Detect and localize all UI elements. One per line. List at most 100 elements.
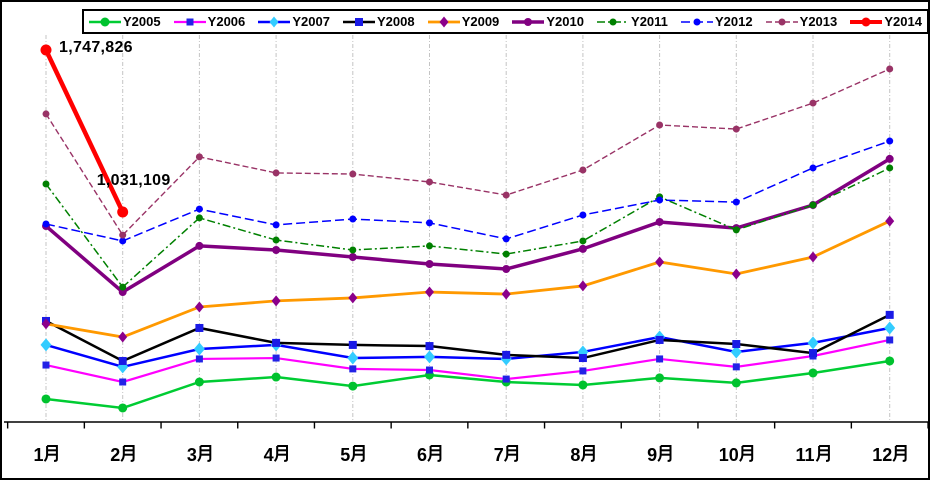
- marker-y2006: [272, 354, 280, 362]
- legend-item-y2013: Y2013: [765, 14, 837, 29]
- legend-swatch-y2009-icon: [427, 16, 460, 27]
- marker-y2007: [884, 321, 896, 335]
- marker-y2010: [425, 260, 434, 269]
- legend-swatch-y2011-icon: [597, 18, 630, 25]
- legend-item-y2012: Y2012: [680, 14, 753, 29]
- data-label-y2014-m2: 1,031,109: [96, 171, 171, 189]
- marker-y2006: [42, 361, 50, 369]
- marker-y2008: [348, 340, 357, 349]
- marker-y2011: [42, 180, 50, 188]
- marker-y2005: [578, 380, 588, 390]
- marker-y2010: [578, 244, 587, 253]
- marker-y2012: [272, 221, 280, 229]
- legend-marker: [100, 17, 110, 26]
- marker-y2013: [886, 65, 894, 73]
- marker-y2012: [732, 198, 740, 206]
- x-axis-label: 6: [417, 445, 427, 465]
- series-line-y2007: [45, 326, 890, 369]
- legend-item-y2009: Y2009: [427, 14, 500, 29]
- marker-y2010: [655, 217, 664, 226]
- marker-y2009: [41, 318, 51, 330]
- marker-y2013: [502, 191, 510, 199]
- legend-swatch-y2006-icon: [173, 18, 206, 25]
- marker-y2006: [579, 367, 587, 375]
- marker-y2009: [118, 331, 128, 343]
- marker-y2009: [501, 288, 511, 300]
- month-glyph: [43, 445, 58, 462]
- marker-y2011: [732, 226, 740, 234]
- x-axis-label: 10: [719, 445, 739, 465]
- marker-y2006: [502, 375, 510, 383]
- x-axis-label: 4: [264, 445, 274, 465]
- marker-y2007: [730, 345, 742, 359]
- marker-y2011: [119, 283, 127, 291]
- legend-label: Y2011: [631, 14, 668, 29]
- legend-item-y2010: Y2010: [512, 14, 584, 29]
- legend-swatch-y2007-icon: [258, 16, 291, 27]
- marker-y2008: [118, 356, 127, 365]
- marker-y2006: [656, 355, 664, 363]
- marker-y2010: [885, 154, 894, 163]
- marker-y2009: [271, 295, 281, 307]
- marker-y2009: [885, 215, 895, 227]
- legend-marker: [778, 18, 786, 25]
- marker-y2011: [349, 246, 357, 254]
- x-axis-label: 8: [570, 445, 580, 465]
- legend-swatch-y2014-icon: [850, 17, 883, 26]
- legend-marker: [186, 18, 194, 25]
- marker-y2012: [426, 219, 433, 227]
- marker-y2013: [119, 231, 127, 239]
- marker-y2011: [195, 214, 203, 222]
- legend-label: Y2006: [207, 14, 246, 29]
- legend-label: Y2012: [714, 14, 753, 29]
- marker-y2006: [119, 378, 127, 386]
- x-axis-label: 1: [34, 445, 44, 465]
- x-axis-label: 2: [110, 445, 120, 465]
- data-label-y2014-m1: 1,747,826: [59, 39, 133, 56]
- marker-y2008: [578, 354, 587, 363]
- month-glyph: [739, 445, 754, 462]
- marker-y2013: [42, 110, 50, 118]
- marker-y2013: [579, 166, 587, 174]
- marker-y2012: [502, 235, 510, 243]
- marker-y2012: [42, 220, 50, 228]
- marker-y2009: [655, 256, 665, 268]
- marker-y2009: [578, 280, 588, 292]
- marker-y2008: [425, 342, 434, 351]
- marker-y2005: [194, 377, 204, 387]
- x-axis-label: 5: [340, 445, 350, 465]
- marker-y2008: [502, 350, 511, 359]
- legend-marker: [524, 17, 533, 26]
- series-line-y2011: [45, 167, 891, 289]
- month-glyph: [503, 445, 519, 462]
- legend-marker: [609, 18, 617, 25]
- marker-y2007: [347, 351, 359, 365]
- legend-label: Y2014: [884, 14, 922, 29]
- series-line-y2013: [45, 68, 890, 237]
- marker-y2010: [348, 253, 357, 262]
- legend-marker: [439, 16, 449, 27]
- legend-item-y2008: Y2008: [343, 14, 415, 29]
- legend-marker: [355, 17, 364, 26]
- legend-swatch-y2010-icon: [512, 17, 545, 26]
- marker-y2012: [656, 196, 664, 204]
- legend-item-y2007: Y2007: [258, 14, 330, 29]
- legend-label: Y2009: [461, 14, 500, 29]
- marker-y2012: [886, 137, 894, 145]
- legend-item-y2005: Y2005: [89, 14, 161, 29]
- month-glyph: [350, 445, 365, 462]
- x-axis-label: 11: [796, 445, 815, 465]
- marker-y2013: [426, 178, 433, 186]
- marker-y2006: [426, 366, 433, 374]
- legend-swatch-y2008-icon: [343, 17, 376, 26]
- marker-y2013: [195, 153, 203, 161]
- legend-swatch-y2013-icon: [765, 18, 798, 25]
- marker-y2005: [41, 394, 51, 404]
- marker-y2005: [731, 378, 741, 388]
- month-glyph: [815, 445, 830, 462]
- marker-y2007: [424, 350, 435, 364]
- marker-y2012: [195, 205, 203, 213]
- month-glyph: [580, 445, 595, 462]
- marker-y2011: [809, 201, 817, 209]
